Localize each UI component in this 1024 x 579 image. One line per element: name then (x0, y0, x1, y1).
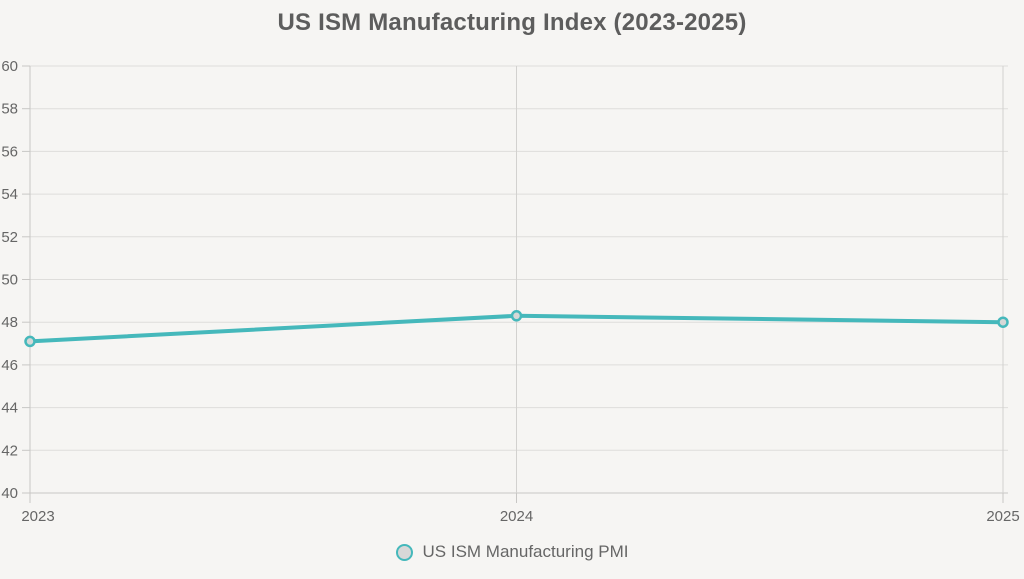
legend-marker-icon (395, 543, 413, 561)
y-tick-label: 40 (1, 485, 18, 502)
data-point[interactable] (24, 335, 36, 348)
y-tick-label: 50 (1, 272, 18, 289)
x-tick-label: 2025 (986, 508, 1019, 525)
y-tick-label: 42 (1, 442, 18, 459)
y-tick-label: 58 (1, 101, 18, 118)
data-point[interactable] (510, 310, 523, 322)
y-tick-label: 60 (1, 58, 18, 75)
y-tick-label: 52 (1, 229, 18, 246)
y-tick-label: 54 (1, 186, 18, 203)
x-tick-label: 2023 (21, 508, 54, 525)
y-tick-label: 56 (1, 143, 18, 160)
y-tick-label: 44 (1, 400, 18, 417)
y-tick-label: 48 (1, 314, 18, 331)
legend-label: US ISM Manufacturing PMI (422, 542, 629, 561)
x-tick-label: 2024 (500, 508, 533, 525)
line-chart: 40 42 44 46 48 50 52 54 56 58 60 2023 2024 2025 (1, 58, 1019, 525)
chart-title: US ISM Manufacturing Index (2023-2025) (277, 9, 747, 36)
y-tick-label: 46 (1, 357, 18, 374)
legend-item[interactable]: US ISM Manufacturing PMI (0, 536, 1024, 568)
data-point[interactable] (997, 316, 1009, 328)
